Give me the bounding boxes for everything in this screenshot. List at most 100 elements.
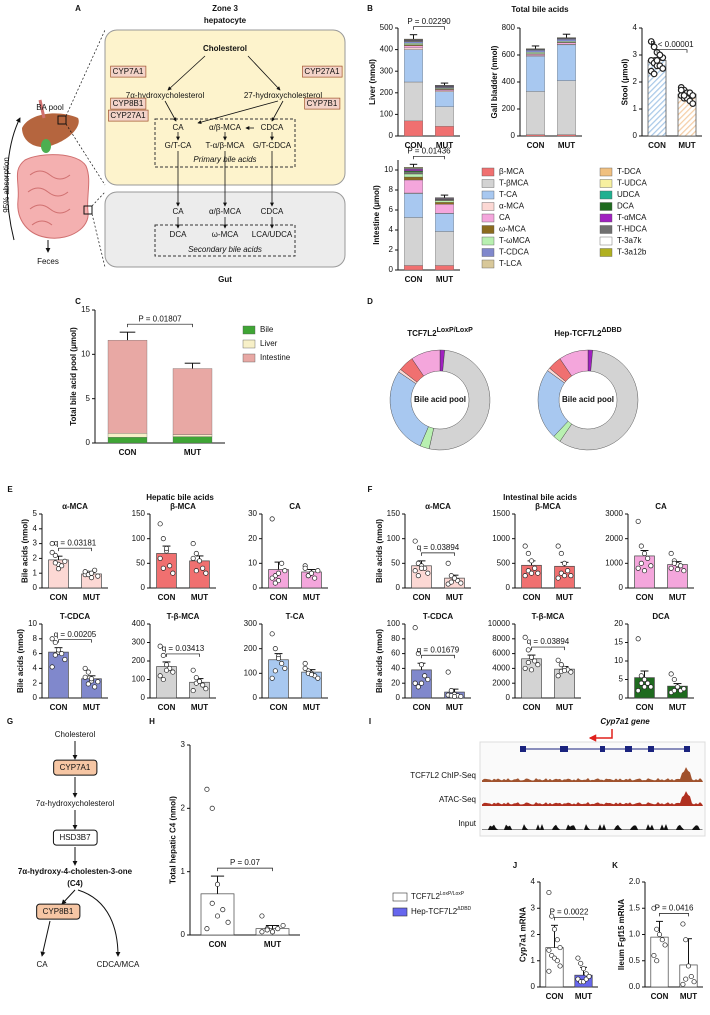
- data-point: [528, 558, 535, 564]
- y-tick-label: 0: [633, 131, 638, 140]
- bar-segment: [435, 106, 454, 127]
- data-point: [204, 926, 210, 932]
- data-point: [259, 929, 265, 935]
- data-point: [546, 968, 552, 974]
- y-tick-label: 0: [506, 583, 511, 592]
- x-tick-label: CON: [50, 703, 68, 712]
- y-tick-label: 6: [33, 649, 38, 658]
- data-point: [190, 688, 196, 694]
- diagram-label: LCA/UDCA: [252, 230, 293, 239]
- legend-label: T-αMCA: [617, 213, 647, 222]
- y-axis-label: Intestine (μmol): [372, 185, 381, 245]
- donut-title: TCF7L2LoxP/LoxP: [407, 327, 473, 338]
- data-point: [315, 568, 321, 574]
- y-tick-label: 2.0: [629, 877, 641, 886]
- data-point: [448, 579, 454, 585]
- data-point: [92, 684, 98, 690]
- data-point: [680, 921, 686, 927]
- y-tick-label: 50: [136, 558, 145, 567]
- data-point: [668, 565, 674, 571]
- connector: [197, 100, 279, 125]
- y-tick-label: 1: [181, 867, 186, 876]
- data-point: [312, 575, 318, 581]
- y-tick-label: 2: [531, 930, 536, 939]
- y-axis-label: Total bile acid pool (μmol): [69, 327, 78, 426]
- data-point: [654, 958, 660, 964]
- x-tick-label: MUT: [556, 703, 573, 712]
- bar-segment: [435, 265, 454, 271]
- donut-center-label: Bile acid pool: [414, 395, 466, 404]
- liver-illustration: [22, 113, 79, 148]
- data-point: [52, 552, 58, 558]
- y-tick-label: 400: [132, 619, 146, 628]
- y-tick-label: 10: [28, 619, 37, 628]
- x-tick-label: MUT: [669, 703, 686, 712]
- pathway-label: 7α-hydroxy-4-cholesten-3-one: [18, 867, 133, 876]
- y-tick-label: 1000: [492, 534, 510, 543]
- diagram-label: α/β-MCA: [209, 123, 242, 132]
- data-point: [220, 907, 226, 913]
- bar-segment: [404, 41, 423, 44]
- data-point: [677, 86, 685, 94]
- x-tick-label: CON: [50, 593, 68, 602]
- diagram-label: DCA: [170, 230, 188, 239]
- data-point: [528, 654, 535, 660]
- data-point: [55, 566, 62, 572]
- data-point: [193, 675, 199, 681]
- y-tick-label: 2000: [492, 678, 510, 687]
- x-tick-label: MUT: [191, 593, 208, 602]
- donut-title-name: TCF7L2: [407, 329, 437, 338]
- connector: [91, 191, 106, 207]
- data-point: [635, 688, 641, 694]
- esophagus: [38, 99, 46, 119]
- legend-label: T-ωMCA: [499, 236, 531, 245]
- data-point: [654, 926, 660, 932]
- data-point: [190, 667, 196, 673]
- data-point: [163, 662, 170, 668]
- data-point: [648, 563, 654, 569]
- data-point: [641, 676, 648, 683]
- bar-segment: [526, 50, 545, 53]
- y-tick-label: 300: [132, 638, 146, 647]
- x-tick-label: CON: [546, 992, 564, 1001]
- data-point: [650, 43, 658, 51]
- data-point: [554, 937, 560, 943]
- pathway-label: (C4): [67, 879, 83, 888]
- y-tick-label: 20: [614, 619, 623, 628]
- data-point: [445, 560, 451, 566]
- data-point: [522, 665, 528, 671]
- data-point: [275, 570, 282, 576]
- y-tick-label: 200: [502, 104, 516, 113]
- bar-segment: [557, 80, 576, 135]
- data-point: [671, 560, 677, 566]
- data-point: [412, 538, 418, 544]
- data-point: [651, 905, 657, 911]
- data-point: [653, 57, 661, 64]
- data-point: [638, 673, 644, 679]
- legend-label: Bile: [260, 325, 274, 334]
- legend-swatch: [599, 236, 613, 246]
- liver-zoom: [57, 115, 67, 125]
- donut-slice: [559, 350, 639, 451]
- data-point: [415, 684, 421, 690]
- data-point: [451, 693, 458, 700]
- pathway-label: CDCA/MCA: [97, 960, 140, 969]
- diagram-label: Cholesterol: [203, 44, 247, 53]
- x-tick-label: MUT: [184, 448, 201, 457]
- data-point: [209, 805, 215, 811]
- y-tick-label: 1.5: [629, 903, 641, 912]
- y-tick-label: 0.5: [629, 956, 641, 965]
- data-point: [209, 900, 215, 906]
- data-point: [85, 669, 91, 675]
- legend-label: T-βMCA: [499, 179, 529, 188]
- y-tick-label: 2000: [605, 534, 623, 543]
- pathway-label: 7α-hydroxycholesterol: [36, 799, 115, 808]
- data-point: [214, 881, 221, 887]
- significance-label: q = 0.03413: [162, 644, 205, 653]
- y-tick-label: 0.0: [629, 982, 641, 991]
- bar-segment: [557, 44, 576, 81]
- gene-direction: [588, 729, 613, 742]
- data-point: [680, 981, 686, 987]
- chart-title: CA: [289, 502, 301, 511]
- x-tick-label: MUT: [83, 593, 100, 602]
